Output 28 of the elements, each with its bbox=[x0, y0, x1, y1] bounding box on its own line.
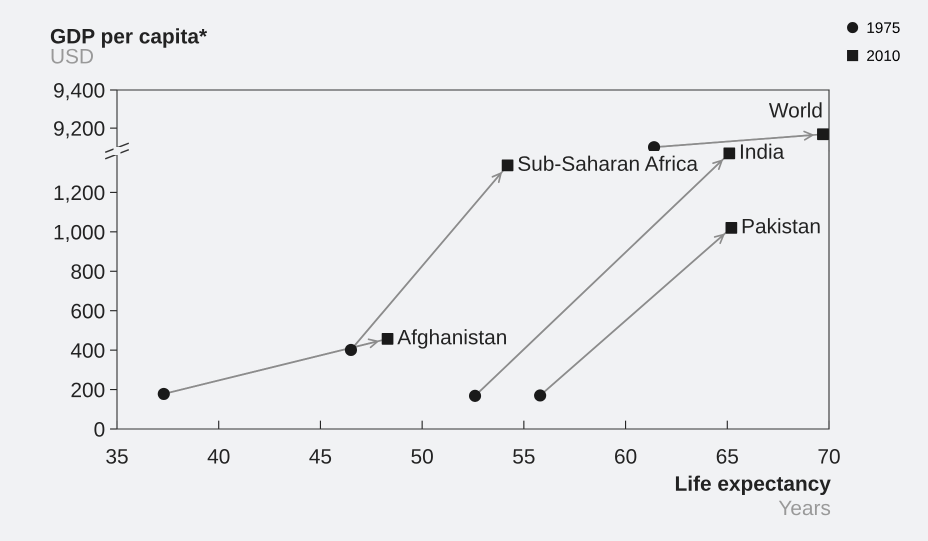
legend-label: 2010 bbox=[867, 50, 900, 62]
y-tick-label: 400 bbox=[70, 343, 104, 358]
x-tick-label: 55 bbox=[513, 449, 535, 464]
x-tick-label: 45 bbox=[309, 449, 332, 464]
y-tick-label: 1,000 bbox=[54, 224, 104, 242]
legend-label: 1975 bbox=[868, 22, 900, 34]
y-tick-label: 1,200 bbox=[54, 185, 104, 203]
chart-subtitle: USD bbox=[52, 48, 93, 64]
y-tick-label: 9,400 bbox=[54, 83, 104, 100]
x-tick-label: 60 bbox=[615, 448, 636, 464]
chart-title: GDP per capita* bbox=[50, 28, 208, 48]
y-tick-label: 200 bbox=[71, 382, 104, 398]
annotation: Sub-Saharan Africa bbox=[518, 156, 698, 171]
x-tick-label: 70 bbox=[818, 448, 840, 464]
annotation: Pakistan bbox=[742, 218, 820, 234]
y-tick-label: 600 bbox=[71, 304, 104, 318]
x-tick-label: 35 bbox=[106, 448, 128, 464]
x-tick-label: 50 bbox=[411, 448, 433, 464]
annotation: Afghanistan bbox=[397, 329, 506, 349]
x-tick-label: 40 bbox=[208, 448, 230, 464]
annotation: India bbox=[740, 144, 784, 159]
x-tick-label: 65 bbox=[716, 448, 738, 464]
text: Years bbox=[778, 500, 830, 516]
y-tick-label: 0 bbox=[94, 422, 104, 437]
y-tick-label: 9,200 bbox=[54, 121, 104, 138]
x-axis-title: Life expectancy bbox=[676, 476, 831, 496]
y-tick-label: 800 bbox=[71, 264, 104, 280]
annotation: World bbox=[768, 102, 822, 118]
